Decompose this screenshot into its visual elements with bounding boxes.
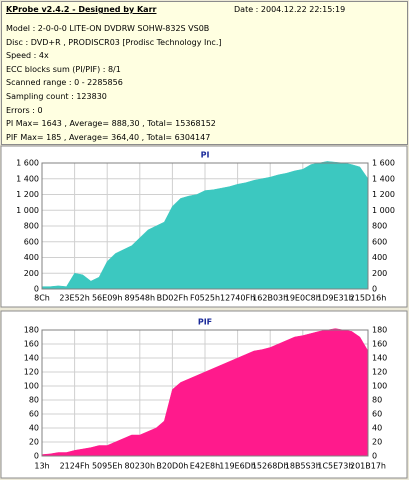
- x-tick-label: 23E52h: [59, 294, 89, 303]
- y2-tick-label: 200: [372, 269, 387, 278]
- x-tick-label: 18B5S3h: [285, 462, 321, 471]
- y2-tick-label: 160: [372, 340, 387, 349]
- x-tick-label: 56E09h: [92, 294, 122, 303]
- info-line: Scanned range : 0 - 2285856: [6, 78, 123, 88]
- x-tick-label: 8Ch: [34, 294, 50, 303]
- info-line: PIF Max= 185 , Average= 364,40 , Total= …: [6, 132, 211, 142]
- y2-tick-label: 1 400: [372, 174, 395, 183]
- y2-tick-label: 0: [372, 452, 377, 461]
- y-tick-label: 400: [24, 253, 39, 262]
- x-tick-label: 2124Fh: [60, 462, 90, 471]
- info-line: Disc : DVD+R , PRODISCR03 [Prodisc Techn…: [6, 37, 222, 47]
- y-tick-label: 120: [24, 368, 39, 377]
- y2-tick-label: 800: [372, 222, 387, 231]
- info-line: Sampling count : 123830: [6, 92, 107, 101]
- x-tick-label: 5095Eh: [92, 462, 122, 471]
- y2-tick-label: 40: [372, 424, 382, 433]
- x-tick-label: 19E0C8h: [285, 294, 321, 303]
- x-tick-label: 201B17h: [350, 462, 386, 471]
- y2-tick-label: 1 600: [372, 159, 395, 168]
- x-tick-label: BD02Fh: [157, 294, 189, 303]
- y-tick-label: 80: [29, 396, 39, 405]
- y2-tick-label: 600: [372, 237, 387, 246]
- chart-title: PI: [201, 151, 210, 160]
- y-tick-label: 800: [24, 222, 39, 231]
- x-tick-label: 80230h: [125, 462, 156, 471]
- x-tick-label: 15268Dh: [252, 462, 289, 471]
- x-tick-label: 119E6Dh: [219, 462, 256, 471]
- y-tick-label: 180: [24, 326, 39, 335]
- scan-date: Date : 2004.12.22 22:15:19: [234, 5, 346, 14]
- y2-tick-label: 60: [372, 410, 382, 419]
- chart-title: PIF: [198, 318, 212, 327]
- y-tick-label: 100: [24, 382, 39, 391]
- y-tick-label: 600: [24, 237, 39, 246]
- y-tick-label: 0: [34, 452, 39, 461]
- x-tick-label: E42E8h: [190, 462, 220, 471]
- data-area: [41, 161, 369, 290]
- y2-tick-label: 80: [372, 396, 382, 405]
- app-title: KProbe v2.4.2 - Designed by Karr: [6, 5, 157, 14]
- x-tick-label: 162B03h: [252, 294, 288, 303]
- y2-tick-label: 1 200: [372, 190, 395, 199]
- y-tick-label: 1 200: [16, 190, 39, 199]
- y-tick-label: 1 600: [16, 159, 39, 168]
- y-tick-label: 160: [24, 340, 39, 349]
- x-tick-label: 12740Fh: [220, 294, 255, 303]
- info-line: PI Max= 1643 , Average= 888,30 , Total= …: [6, 119, 216, 129]
- x-tick-label: B20D0h: [156, 462, 188, 471]
- y-tick-label: 40: [29, 424, 39, 433]
- plot-frame: [41, 329, 369, 457]
- y-tick-label: 60: [29, 410, 39, 419]
- y-tick-label: 0: [34, 285, 39, 294]
- y-tick-label: 20: [29, 438, 39, 447]
- y2-tick-label: 20: [372, 438, 382, 447]
- y-tick-label: 200: [24, 269, 39, 278]
- info-line: Speed : 4x: [6, 51, 49, 61]
- x-tick-label: 215D16h: [350, 294, 387, 303]
- info-line: Model : 2-0-0-0 LITE-ON DVDRW SOHW-832S …: [6, 24, 210, 33]
- y-tick-label: 140: [24, 354, 39, 363]
- x-tick-label: 1D9E31h: [317, 294, 354, 303]
- y2-tick-label: 400: [372, 253, 387, 262]
- x-tick-label: 1C5E73h: [317, 462, 353, 471]
- x-tick-label: F0525h: [190, 294, 220, 303]
- y2-tick-label: 1 000: [372, 206, 395, 215]
- x-tick-label: 89548h: [125, 294, 156, 303]
- info-line: Errors : 0: [6, 105, 43, 115]
- y-tick-label: 1 000: [16, 206, 39, 215]
- y-tick-label: 1 400: [16, 174, 39, 183]
- y2-tick-label: 180: [372, 326, 387, 335]
- plot-frame: [41, 162, 369, 290]
- x-tick-label: 13h: [34, 462, 49, 471]
- y2-tick-label: 0: [372, 285, 377, 294]
- info-line: ECC blocks sum (PI/PIF) : 8/1: [6, 64, 121, 74]
- y2-tick-label: 100: [372, 382, 387, 391]
- y2-tick-label: 120: [372, 368, 387, 377]
- y2-tick-label: 140: [372, 354, 387, 363]
- info-panel: KProbe v2.4.2 - Designed by Karr Date : …: [1, 1, 408, 145]
